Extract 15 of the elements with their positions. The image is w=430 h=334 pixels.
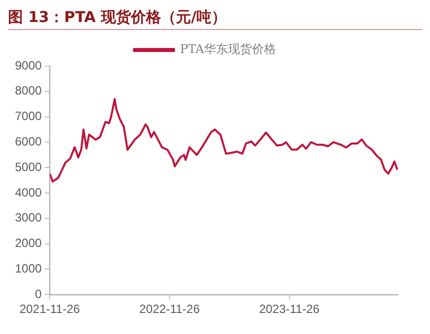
y-tick-label: 8000: [14, 84, 42, 98]
y-tick-label: 6000: [14, 134, 42, 149]
x-tick-label: 2021-11-26: [19, 302, 80, 316]
y-tick-label: 7000: [14, 109, 42, 124]
y-tick-label: 9000: [14, 58, 42, 72]
y-tick-label: 2000: [14, 236, 42, 250]
y-tick-label: 1000: [14, 262, 42, 276]
y-tick-label: 0: [35, 286, 42, 301]
y-tick-label: 3000: [14, 210, 42, 225]
chart-title: 图 13：PTA 现货价格（元/吨）: [8, 8, 422, 30]
x-tick-label: 2022-11-26: [139, 302, 200, 316]
y-tick-label: 4000: [14, 185, 42, 200]
y-tick-label: 5000: [14, 160, 42, 174]
x-tick-label: 2023-11-26: [259, 302, 320, 316]
legend-label: PTA华东现货价格: [180, 42, 276, 56]
